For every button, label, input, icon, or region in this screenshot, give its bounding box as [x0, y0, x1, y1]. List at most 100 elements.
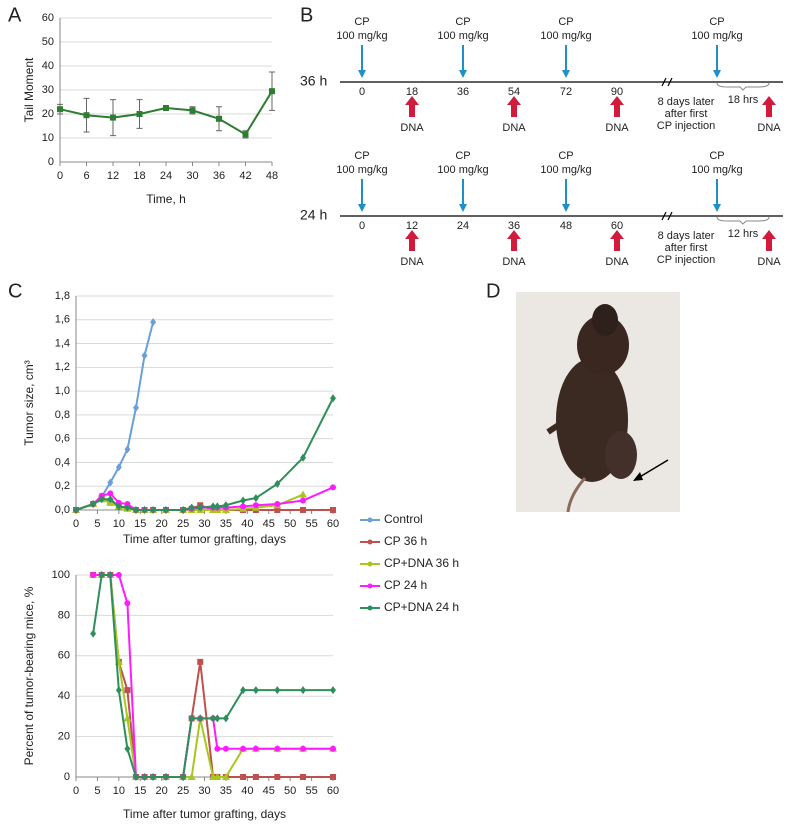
time-label: 36: [508, 220, 520, 232]
marker: [299, 490, 308, 498]
x-tick-label: 55: [305, 518, 317, 530]
time-label: 0: [359, 86, 365, 98]
x-tick-label: 10: [113, 518, 125, 530]
panel-letter: D: [486, 280, 500, 302]
marker: [110, 114, 116, 121]
dose-label: 100 mg/kg: [437, 30, 488, 42]
marker: [107, 495, 114, 504]
x-tick-label: 0: [73, 785, 79, 797]
y-tick-label: 0,4: [55, 456, 70, 468]
dna-arrow: [762, 96, 776, 117]
row-label: 24 h: [300, 207, 327, 223]
x-tick-label: 60: [327, 785, 339, 797]
dna-label: DNA: [757, 256, 781, 268]
time-label: 72: [560, 86, 572, 98]
dna-label: DNA: [502, 256, 526, 268]
axis-break: [661, 77, 673, 87]
marker: [90, 500, 97, 509]
marker: [210, 714, 217, 723]
x-tick-label: 55: [305, 785, 317, 797]
marker: [330, 507, 336, 513]
marker: [162, 773, 169, 781]
y-axis-title: Percent of tumor-bearing mice, %: [22, 586, 36, 765]
drug-label: CP: [455, 150, 470, 162]
marker: [163, 105, 169, 111]
marker: [330, 394, 336, 403]
marker: [222, 745, 229, 752]
dna-arrow: [610, 230, 624, 251]
marker: [150, 773, 157, 781]
x-tick-label: 24: [160, 170, 172, 182]
legend-swatch: [367, 539, 373, 545]
y-tick-label: 0,2: [55, 480, 70, 492]
x-tick-label: 50: [284, 518, 296, 530]
dna-arrow: [762, 230, 776, 251]
marker: [252, 686, 259, 695]
time-label: 36: [457, 86, 469, 98]
legend-label: CP 36 h: [384, 534, 427, 548]
drug-label: CP: [558, 16, 573, 28]
y-tick-label: 1,8: [55, 290, 70, 302]
time-label: 24: [457, 220, 469, 232]
drug-label: CP: [709, 16, 724, 28]
marker: [300, 774, 307, 780]
x-tick-label: 20: [156, 785, 168, 797]
marker: [210, 502, 217, 511]
marker: [240, 496, 247, 505]
marker: [115, 463, 122, 472]
x-tick-label: 10: [113, 785, 125, 797]
marker: [188, 503, 195, 512]
marker: [214, 714, 221, 723]
marker: [330, 774, 336, 780]
marker: [132, 403, 139, 412]
marker: [162, 506, 169, 514]
x-tick-label: 40: [241, 785, 253, 797]
legend-swatch: [367, 583, 373, 589]
marker: [300, 507, 307, 513]
dna-arrow: [507, 230, 521, 251]
y-tick-label: 40: [58, 690, 70, 702]
dna-label: DNA: [400, 122, 424, 134]
time-label: 60: [611, 220, 623, 232]
x-tick-label: 25: [177, 785, 189, 797]
marker: [330, 745, 336, 752]
cp-arrow-head: [713, 70, 721, 78]
x-tick-label: 48: [266, 170, 278, 182]
x-tick-label: 36: [213, 170, 225, 182]
drug-label: CP: [558, 150, 573, 162]
marker: [222, 714, 229, 723]
legend-label: Control: [384, 512, 423, 526]
marker: [141, 506, 148, 514]
marker: [132, 773, 139, 781]
later-note: CP injection: [657, 120, 716, 132]
marker: [180, 506, 187, 514]
marker: [150, 318, 157, 327]
cp-arrow-head: [358, 204, 366, 212]
y-tick-label: 0: [48, 156, 54, 168]
y-tick-label: 0,8: [55, 409, 70, 421]
marker: [90, 572, 97, 578]
cp-arrow-head: [562, 204, 570, 212]
x-tick-label: 15: [134, 785, 146, 797]
y-tick-label: 40: [42, 60, 54, 72]
legend-label: CP 24 h: [384, 578, 427, 592]
x-tick-label: 35: [220, 518, 232, 530]
marker: [107, 478, 114, 487]
dna-arrow: [405, 96, 419, 117]
x-axis-title: Time after tumor grafting, days: [123, 532, 286, 546]
cp-arrow-head: [459, 70, 467, 78]
y-tick-label: 0,6: [55, 433, 70, 445]
interval-label: 12 hrs: [728, 228, 759, 240]
interval-brace: [716, 216, 770, 225]
legend-swatch: [367, 517, 373, 523]
y-tick-label: 1,4: [55, 337, 70, 349]
interval-brace: [716, 82, 770, 91]
marker: [252, 774, 259, 780]
marker: [197, 714, 204, 723]
drug-label: CP: [709, 150, 724, 162]
x-tick-label: 50: [284, 785, 296, 797]
y-axis-title: Tumor size, cm³: [22, 360, 36, 446]
marker: [189, 107, 196, 114]
dna-arrow: [507, 96, 521, 117]
x-tick-label: 45: [263, 518, 275, 530]
